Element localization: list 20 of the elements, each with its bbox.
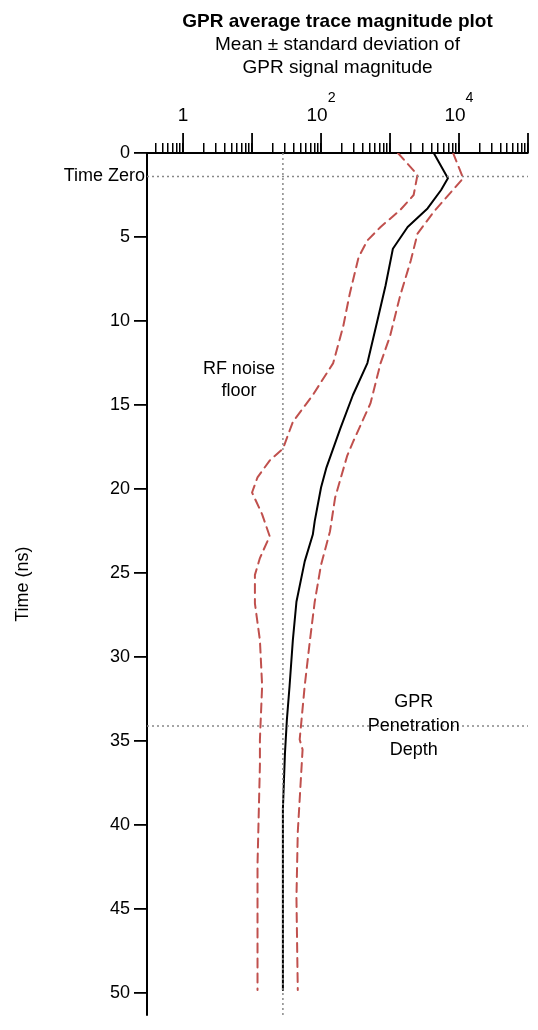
y-tick-label: 5 bbox=[119, 226, 130, 246]
y-tick-label: 20 bbox=[109, 478, 130, 499]
x-tick-label: 102 bbox=[306, 88, 336, 126]
x-tick-label: 1 bbox=[177, 104, 189, 126]
x-tick-label: 104 bbox=[444, 88, 474, 126]
y-tick-label: 25 bbox=[109, 562, 130, 583]
y-tick-label: 30 bbox=[109, 646, 130, 667]
y-tick-label: 15 bbox=[109, 394, 130, 415]
y-tick-label: 45 bbox=[109, 898, 130, 919]
ref-line-label: RF noise floor bbox=[202, 357, 275, 400]
ref-line-label: Time Zero bbox=[63, 165, 145, 186]
y-tick-label: 35 bbox=[109, 730, 130, 751]
y-axis-title: Time (ns) bbox=[11, 546, 32, 622]
chart-title: GPR average trace magnitude plot bbox=[182, 10, 494, 32]
y-tick-label: 40 bbox=[109, 814, 130, 835]
x-axis-title: Mean ± standard deviation of GPR signal magnitude bbox=[215, 33, 461, 78]
y-tick-label: 10 bbox=[109, 310, 130, 331]
y-tick-label: 50 bbox=[109, 982, 130, 1003]
y-tick-label: 0 bbox=[119, 141, 130, 162]
ref-line-label: GPR Penetration Depth bbox=[367, 691, 460, 760]
